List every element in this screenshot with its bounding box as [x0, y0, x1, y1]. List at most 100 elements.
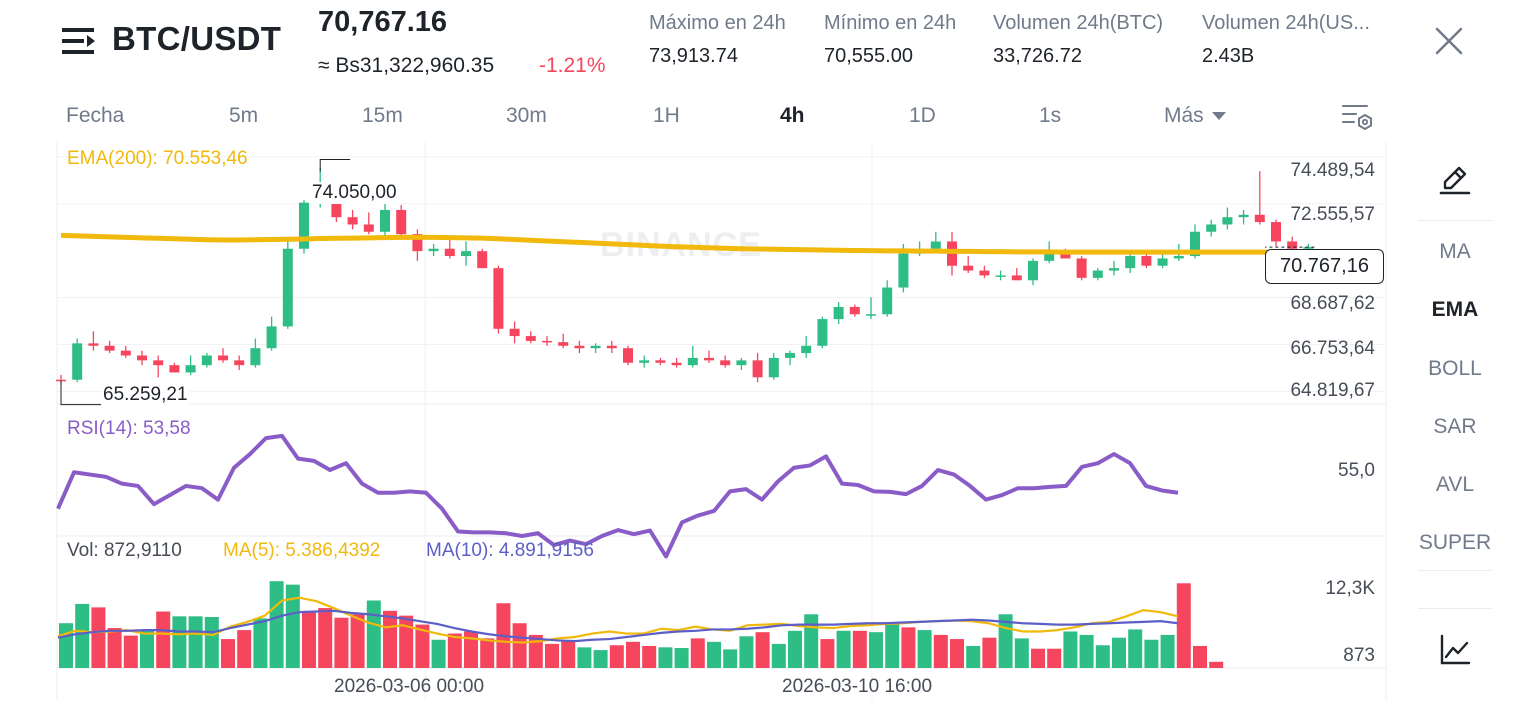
volume-bar — [528, 634, 543, 668]
date-label: 2026-03-06 00:00 — [334, 676, 485, 697]
volume-bar — [885, 623, 900, 668]
candle-body — [1271, 222, 1281, 242]
candle-body — [412, 234, 423, 252]
candle-body — [590, 345, 601, 349]
indicator-avl[interactable]: AVL — [1435, 473, 1475, 496]
indicator-boll[interactable]: BOLL — [1428, 357, 1482, 380]
tab-30m[interactable]: 30m — [506, 104, 547, 127]
tab-fecha[interactable]: Fecha — [66, 104, 125, 127]
low-marker-label: 65.259,21 — [102, 384, 189, 406]
candle-body — [396, 209, 407, 235]
stat-label: Volumen 24h(US... — [1202, 12, 1370, 34]
ema-legend: EMA(200): 70.553,46 — [67, 148, 248, 169]
candle-body — [266, 326, 277, 349]
volume-bar — [593, 650, 608, 668]
candle-body — [331, 200, 342, 218]
volume-bar — [91, 607, 106, 668]
candle-body — [1092, 270, 1103, 278]
tab-1s[interactable]: 1s — [1039, 104, 1062, 127]
volume-bar — [917, 630, 932, 668]
volume-bar — [480, 638, 495, 668]
volume-bar — [609, 645, 624, 668]
candle-body — [1173, 256, 1184, 259]
chart-settings-icon[interactable] — [1340, 100, 1374, 132]
candle-body — [477, 251, 488, 269]
volume-bar — [59, 623, 73, 668]
volume-bar — [642, 645, 657, 668]
candle-body — [153, 360, 164, 366]
candle-body — [363, 224, 374, 232]
candle-body — [720, 360, 731, 366]
indicator-sar[interactable]: SAR — [1433, 415, 1477, 438]
volume-bar — [1095, 645, 1110, 668]
volume-bar — [739, 636, 754, 668]
volume-bar — [1193, 645, 1207, 668]
candle-body — [169, 365, 180, 373]
volume-bar — [561, 641, 576, 668]
panel-divider — [1418, 220, 1492, 221]
candle-body — [1157, 258, 1168, 266]
pencil-icon[interactable] — [1437, 162, 1473, 198]
rsi-legend: RSI(14): 53,58 — [67, 418, 191, 439]
volume-bar — [966, 645, 981, 668]
trading-pair[interactable]: BTC/USDT — [112, 20, 282, 57]
volume-bar — [626, 641, 640, 668]
candle-body — [444, 248, 455, 257]
stat-low-24h: Mínimo en 24h 70,555.00 — [824, 12, 956, 68]
indicator-ma[interactable]: MA — [1439, 240, 1471, 263]
volume-bar — [901, 627, 916, 668]
tab-more[interactable]: Más — [1164, 104, 1226, 128]
candle-body — [639, 360, 650, 363]
tab-4h[interactable]: 4h — [780, 104, 805, 127]
indicator-super[interactable]: SUPER — [1418, 531, 1492, 554]
last-price: 70,767.16 — [318, 6, 448, 38]
tab-15m[interactable]: 15m — [362, 104, 403, 127]
candle-body — [56, 379, 66, 382]
volume-bar — [820, 639, 835, 668]
candle-body — [1141, 256, 1152, 266]
candle-body — [768, 357, 779, 378]
price-tick: 64.819,67 — [1290, 380, 1375, 401]
volume-bar — [140, 630, 154, 668]
volume-bar — [869, 632, 883, 668]
volume-bar — [334, 617, 349, 668]
volume-bar — [431, 639, 446, 668]
candle-body — [623, 348, 633, 363]
candle-body — [898, 253, 909, 288]
menu-icon[interactable] — [62, 26, 98, 56]
ma10-line — [57, 609, 1179, 643]
candle-body — [1060, 253, 1071, 259]
candle-body — [185, 365, 196, 373]
stat-volume-btc: Volumen 24h(BTC) 33,726.72 — [993, 12, 1163, 68]
line-chart-icon[interactable] — [1437, 632, 1473, 668]
tab-1h[interactable]: 1H — [653, 104, 680, 127]
close-icon[interactable] — [1432, 24, 1466, 58]
caret-down-icon — [1211, 112, 1226, 121]
price-tick: 68.687,62 — [1290, 293, 1375, 314]
candle-body — [930, 241, 941, 249]
price-tick: 72.555,57 — [1290, 204, 1375, 225]
candle-body — [72, 343, 83, 380]
candle-body — [1222, 217, 1233, 225]
candle-body — [1044, 253, 1055, 261]
candle-body — [201, 355, 212, 366]
candle-body — [704, 357, 714, 361]
candle-body — [493, 268, 504, 329]
volume-bar — [269, 581, 284, 668]
candle-body — [849, 306, 860, 315]
indicator-ema[interactable]: EMA — [1431, 298, 1479, 321]
candle-body — [137, 355, 147, 361]
candle-body — [606, 345, 617, 349]
volume-bar — [512, 623, 527, 668]
volume-bar — [107, 628, 122, 668]
candle-body — [1109, 268, 1119, 271]
panel-divider — [1418, 570, 1492, 571]
candle-body — [866, 314, 876, 316]
candle-body — [882, 287, 893, 315]
tab-5m[interactable]: 5m — [229, 104, 259, 127]
date-label: 2026-03-10 16:00 — [782, 676, 933, 697]
candle-body — [509, 328, 520, 337]
tab-1d[interactable]: 1D — [909, 104, 936, 127]
candle-body — [995, 275, 1006, 277]
